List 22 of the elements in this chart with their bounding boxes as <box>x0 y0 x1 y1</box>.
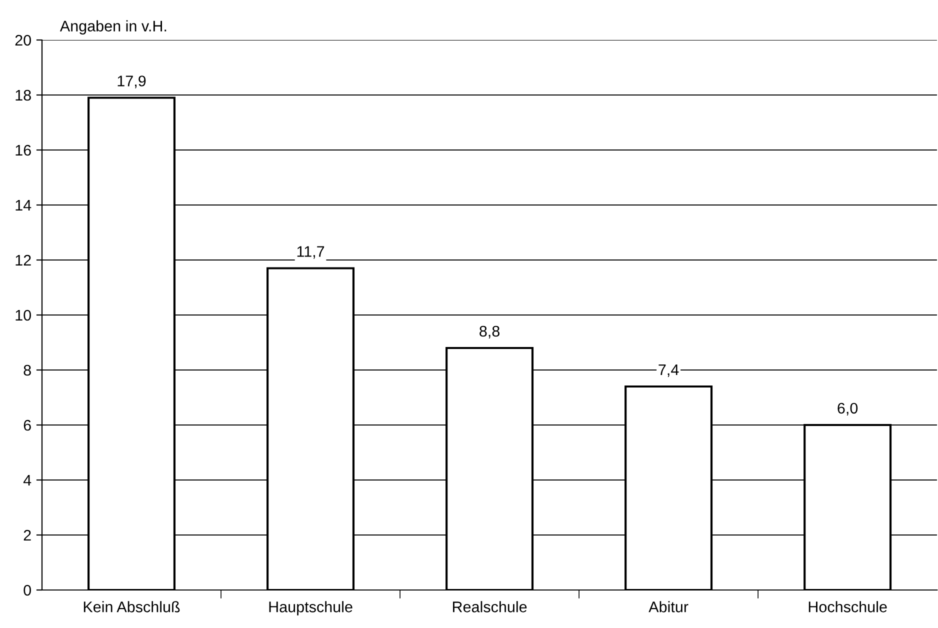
y-tick-label: 20 <box>15 34 31 46</box>
x-tick-label: Realschule <box>452 601 527 612</box>
data-label: 7,4 <box>658 364 679 377</box>
data-label: 17,9 <box>118 76 146 88</box>
y-tick-label: 0 <box>24 584 31 596</box>
y-tick-label: 12 <box>16 254 31 266</box>
y-axis-title: Angaben in v.H. <box>60 20 166 34</box>
y-tick-label: 14 <box>16 200 32 211</box>
y-tick-label: 6 <box>24 420 31 431</box>
data-label: 11,7 <box>297 246 324 259</box>
y-tick-label: 2 <box>24 530 31 541</box>
y-tick-label: 10 <box>16 310 31 321</box>
x-tick-label: Hauptschule <box>269 601 352 616</box>
y-tick-label: 4 <box>23 475 32 486</box>
data-label: 8,8 <box>480 326 500 338</box>
y-tick-label: 16 <box>16 144 31 156</box>
x-tick-label: Abitur <box>648 601 688 612</box>
x-tick-label: Kein Abschluß <box>84 601 180 612</box>
x-tick-label: Hochschule <box>808 601 887 612</box>
data-label: 6,0 <box>838 402 858 416</box>
y-tick-label: 8 <box>24 364 31 376</box>
y-tick-label: 18 <box>16 90 31 101</box>
